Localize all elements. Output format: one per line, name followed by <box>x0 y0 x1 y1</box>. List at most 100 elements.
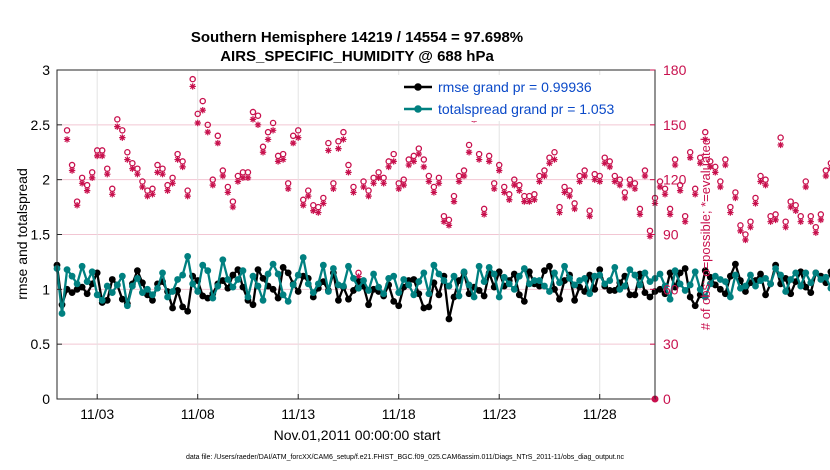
totalspread-point <box>485 264 493 271</box>
totalspread-point <box>249 272 257 280</box>
obs-possible-marker <box>340 128 347 136</box>
obs-possible-marker <box>702 128 709 136</box>
totalspread-point <box>269 260 277 268</box>
rmse-point <box>515 291 523 299</box>
totalspread-point <box>536 277 543 284</box>
obs-possible-marker <box>792 202 799 209</box>
obs-evaluated-marker <box>209 181 216 189</box>
obs-evaluated-marker <box>747 223 754 231</box>
rmse-point <box>691 302 699 310</box>
obs-evaluated-marker <box>345 169 352 176</box>
obs-evaluated-marker <box>119 134 126 141</box>
totalspread-point <box>530 277 538 284</box>
obs-evaluated-marker <box>536 178 543 185</box>
totalspread-point <box>113 281 121 289</box>
totalspread-point <box>525 280 533 288</box>
y-axis-label-left: rmse and totalspread <box>14 168 30 300</box>
obs-evaluated-marker <box>355 273 362 280</box>
y-right-tick-label: 60 <box>663 281 679 297</box>
obs-evaluated-marker <box>179 163 186 171</box>
totalspread-point <box>792 269 800 277</box>
rmse-point <box>284 269 292 277</box>
obs-evaluated-marker <box>737 227 744 235</box>
obs-evaluated-marker <box>214 139 222 147</box>
obs-possible-marker <box>772 211 779 218</box>
totalspread-point <box>611 264 619 271</box>
obs-possible-marker <box>390 150 397 158</box>
obs-evaluated-marker <box>692 191 699 198</box>
obs-evaluated-marker <box>460 172 468 180</box>
obs-evaluated-marker <box>249 116 257 123</box>
rmse-point <box>827 268 830 276</box>
obs-evaluated-marker <box>450 198 458 205</box>
obs-evaluated-marker <box>184 192 191 200</box>
obs-evaluated-marker <box>707 163 714 171</box>
obs-evaluated-marker <box>531 196 538 203</box>
obs-evaluated-marker <box>430 189 438 196</box>
obs-evaluated-marker <box>506 196 513 203</box>
obs-possible-marker <box>671 156 679 163</box>
rmse-point <box>626 291 634 299</box>
totalspread-point <box>103 282 111 290</box>
totalspread-point <box>606 277 614 284</box>
obs-evaluated-marker <box>631 185 639 193</box>
y-right-tick-label: 90 <box>663 227 679 243</box>
obs-possible-marker <box>666 205 674 213</box>
obs-evaluated-marker <box>822 172 830 180</box>
obs-possible-marker <box>686 148 694 156</box>
obs-evaluated-marker <box>415 150 423 158</box>
obs-evaluated-marker <box>717 183 724 191</box>
obs-evaluated-marker <box>807 218 814 225</box>
obs-evaluated-marker <box>63 136 71 143</box>
obs-evaluated-marker <box>782 223 789 231</box>
obs-possible-marker <box>747 218 754 225</box>
totalspread-point <box>827 284 830 292</box>
obs-possible-marker <box>737 222 744 229</box>
obs-evaluated-marker <box>325 147 332 154</box>
obs-evaluated-marker <box>621 194 629 202</box>
obs-evaluated-marker <box>169 180 176 187</box>
obs-evaluated-marker <box>732 194 739 202</box>
rmse-point <box>762 291 769 299</box>
rmse-point <box>732 260 739 268</box>
obs-evaluated-marker <box>104 170 111 178</box>
x-tick-label: 11/08 <box>181 406 215 422</box>
obs-evaluated-marker <box>139 183 146 191</box>
obs-evaluated-marker <box>83 187 91 194</box>
rmse-point <box>204 294 212 302</box>
y-left-tick-label: 2.5 <box>31 117 51 133</box>
rmse-point <box>335 296 342 304</box>
y-right-tick-label: 120 <box>663 172 687 188</box>
obs-possible-marker <box>822 167 830 174</box>
totalspread-point <box>631 271 639 279</box>
rmse-point <box>641 289 649 297</box>
obs-evaluated-marker <box>149 191 156 198</box>
obs-evaluated-marker <box>722 161 729 169</box>
totalspread-point <box>420 269 428 277</box>
obs-evaluated-marker <box>566 192 573 200</box>
totalspread-point <box>154 284 161 292</box>
x-tick-label: 11/23 <box>482 406 516 422</box>
obs-possible-marker <box>249 108 257 116</box>
obs-evaluated-marker <box>656 183 664 191</box>
rmse-point <box>179 303 187 311</box>
totalspread-point <box>621 282 629 290</box>
rmse-point <box>83 290 91 298</box>
rmse-point <box>445 315 453 323</box>
obs-possible-marker <box>727 203 734 211</box>
obs-evaluated-marker <box>78 180 86 187</box>
obs-evaluated-marker <box>234 178 242 185</box>
totalspread-point <box>470 293 478 301</box>
obs-possible-marker <box>119 127 126 134</box>
totalspread-point <box>194 288 202 295</box>
totalspread-point <box>772 265 780 272</box>
obs-evaluated-marker <box>697 160 704 167</box>
totalspread-point <box>239 267 247 275</box>
obs-evaluated-marker <box>636 211 644 218</box>
totalspread-point <box>83 278 91 286</box>
obs-evaluated-marker <box>224 189 232 196</box>
totalspread-point <box>721 278 729 286</box>
obs-evaluated-marker <box>340 136 347 143</box>
totalspread-point <box>541 282 548 290</box>
totalspread-point <box>184 253 192 260</box>
